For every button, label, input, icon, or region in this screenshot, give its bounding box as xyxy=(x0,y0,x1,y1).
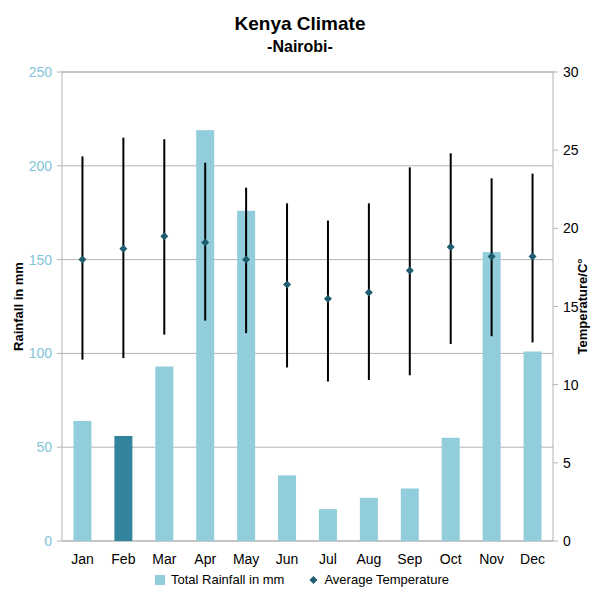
bar xyxy=(278,475,296,541)
y-tick xyxy=(57,353,62,354)
x-tick-label: Jun xyxy=(276,551,299,567)
legend-swatch xyxy=(155,575,165,585)
y2-tick-label: 5 xyxy=(563,455,571,471)
grid-line xyxy=(62,447,553,448)
y-tick-label: 100 xyxy=(29,345,53,361)
subtitle: -Nairobi- xyxy=(267,38,333,55)
x-tick-label: Jan xyxy=(71,551,94,567)
marker xyxy=(447,243,455,251)
marker xyxy=(119,245,127,253)
y-tick-label: 0 xyxy=(44,533,52,549)
title: Kenya Climate xyxy=(235,13,366,34)
bar xyxy=(114,436,132,541)
y2-tick-label: 20 xyxy=(563,220,579,236)
y2-tick-label: 25 xyxy=(563,142,579,158)
marker xyxy=(283,281,291,289)
marker xyxy=(488,252,496,260)
x-tick-label: Apr xyxy=(194,551,216,567)
x-tick-label: May xyxy=(233,551,259,567)
y-tick-label: 50 xyxy=(36,439,52,455)
marker xyxy=(529,252,537,260)
marker xyxy=(365,288,373,296)
legend-swatch xyxy=(309,576,317,584)
background xyxy=(0,0,600,600)
x-tick-label: Aug xyxy=(356,551,381,567)
y2-tick xyxy=(553,228,558,229)
x-tick-label: Mar xyxy=(152,551,176,567)
y-tick xyxy=(57,72,62,73)
y2-tick-label: 30 xyxy=(563,64,579,80)
marker xyxy=(160,232,168,240)
y-axis-label: Rainfall in mm xyxy=(11,262,26,351)
y2-tick xyxy=(553,462,558,463)
x-tick-label: Oct xyxy=(440,551,462,567)
y2-tick-label: 10 xyxy=(563,377,579,393)
legend-label: Average Temperature xyxy=(324,572,449,587)
y-tick xyxy=(57,541,62,542)
y-tick xyxy=(57,165,62,166)
marker xyxy=(201,238,209,246)
y-tick-label: 250 xyxy=(29,64,53,80)
bar xyxy=(442,438,460,541)
grid-line xyxy=(62,165,553,166)
y-tick xyxy=(57,259,62,260)
bar xyxy=(319,509,337,541)
x-tick-label: Nov xyxy=(479,551,504,567)
marker xyxy=(242,256,250,264)
y2-tick xyxy=(553,384,558,385)
bar xyxy=(524,352,542,541)
bar xyxy=(155,367,173,541)
x-tick-label: Sep xyxy=(397,551,422,567)
legend: Total Rainfall in mm Average Temperature xyxy=(155,572,449,587)
bar xyxy=(73,421,91,541)
y-tick-label: 150 xyxy=(29,252,53,268)
y-tick xyxy=(57,447,62,448)
marker xyxy=(78,256,86,264)
bar xyxy=(196,130,214,541)
grid-line xyxy=(62,259,553,260)
bar xyxy=(360,498,378,541)
x-tick-label: Feb xyxy=(111,551,135,567)
y2-tick xyxy=(553,306,558,307)
grid-line xyxy=(62,353,553,354)
y2-tick xyxy=(553,541,558,542)
marker xyxy=(324,295,332,303)
y2-tick xyxy=(553,72,558,73)
y2-axis-label: Temperature/C° xyxy=(575,259,590,355)
marker xyxy=(406,267,414,275)
bar xyxy=(401,488,419,541)
x-tick-label: Jul xyxy=(319,551,337,567)
y2-tick xyxy=(553,150,558,151)
y-tick-label: 200 xyxy=(29,158,53,174)
y2-tick-label: 0 xyxy=(563,533,571,549)
plot-area xyxy=(73,130,541,541)
plot-frame xyxy=(62,72,553,541)
x-tick-label: Dec xyxy=(520,551,545,567)
legend-label: Total Rainfall in mm xyxy=(171,572,284,587)
bar xyxy=(237,211,255,541)
